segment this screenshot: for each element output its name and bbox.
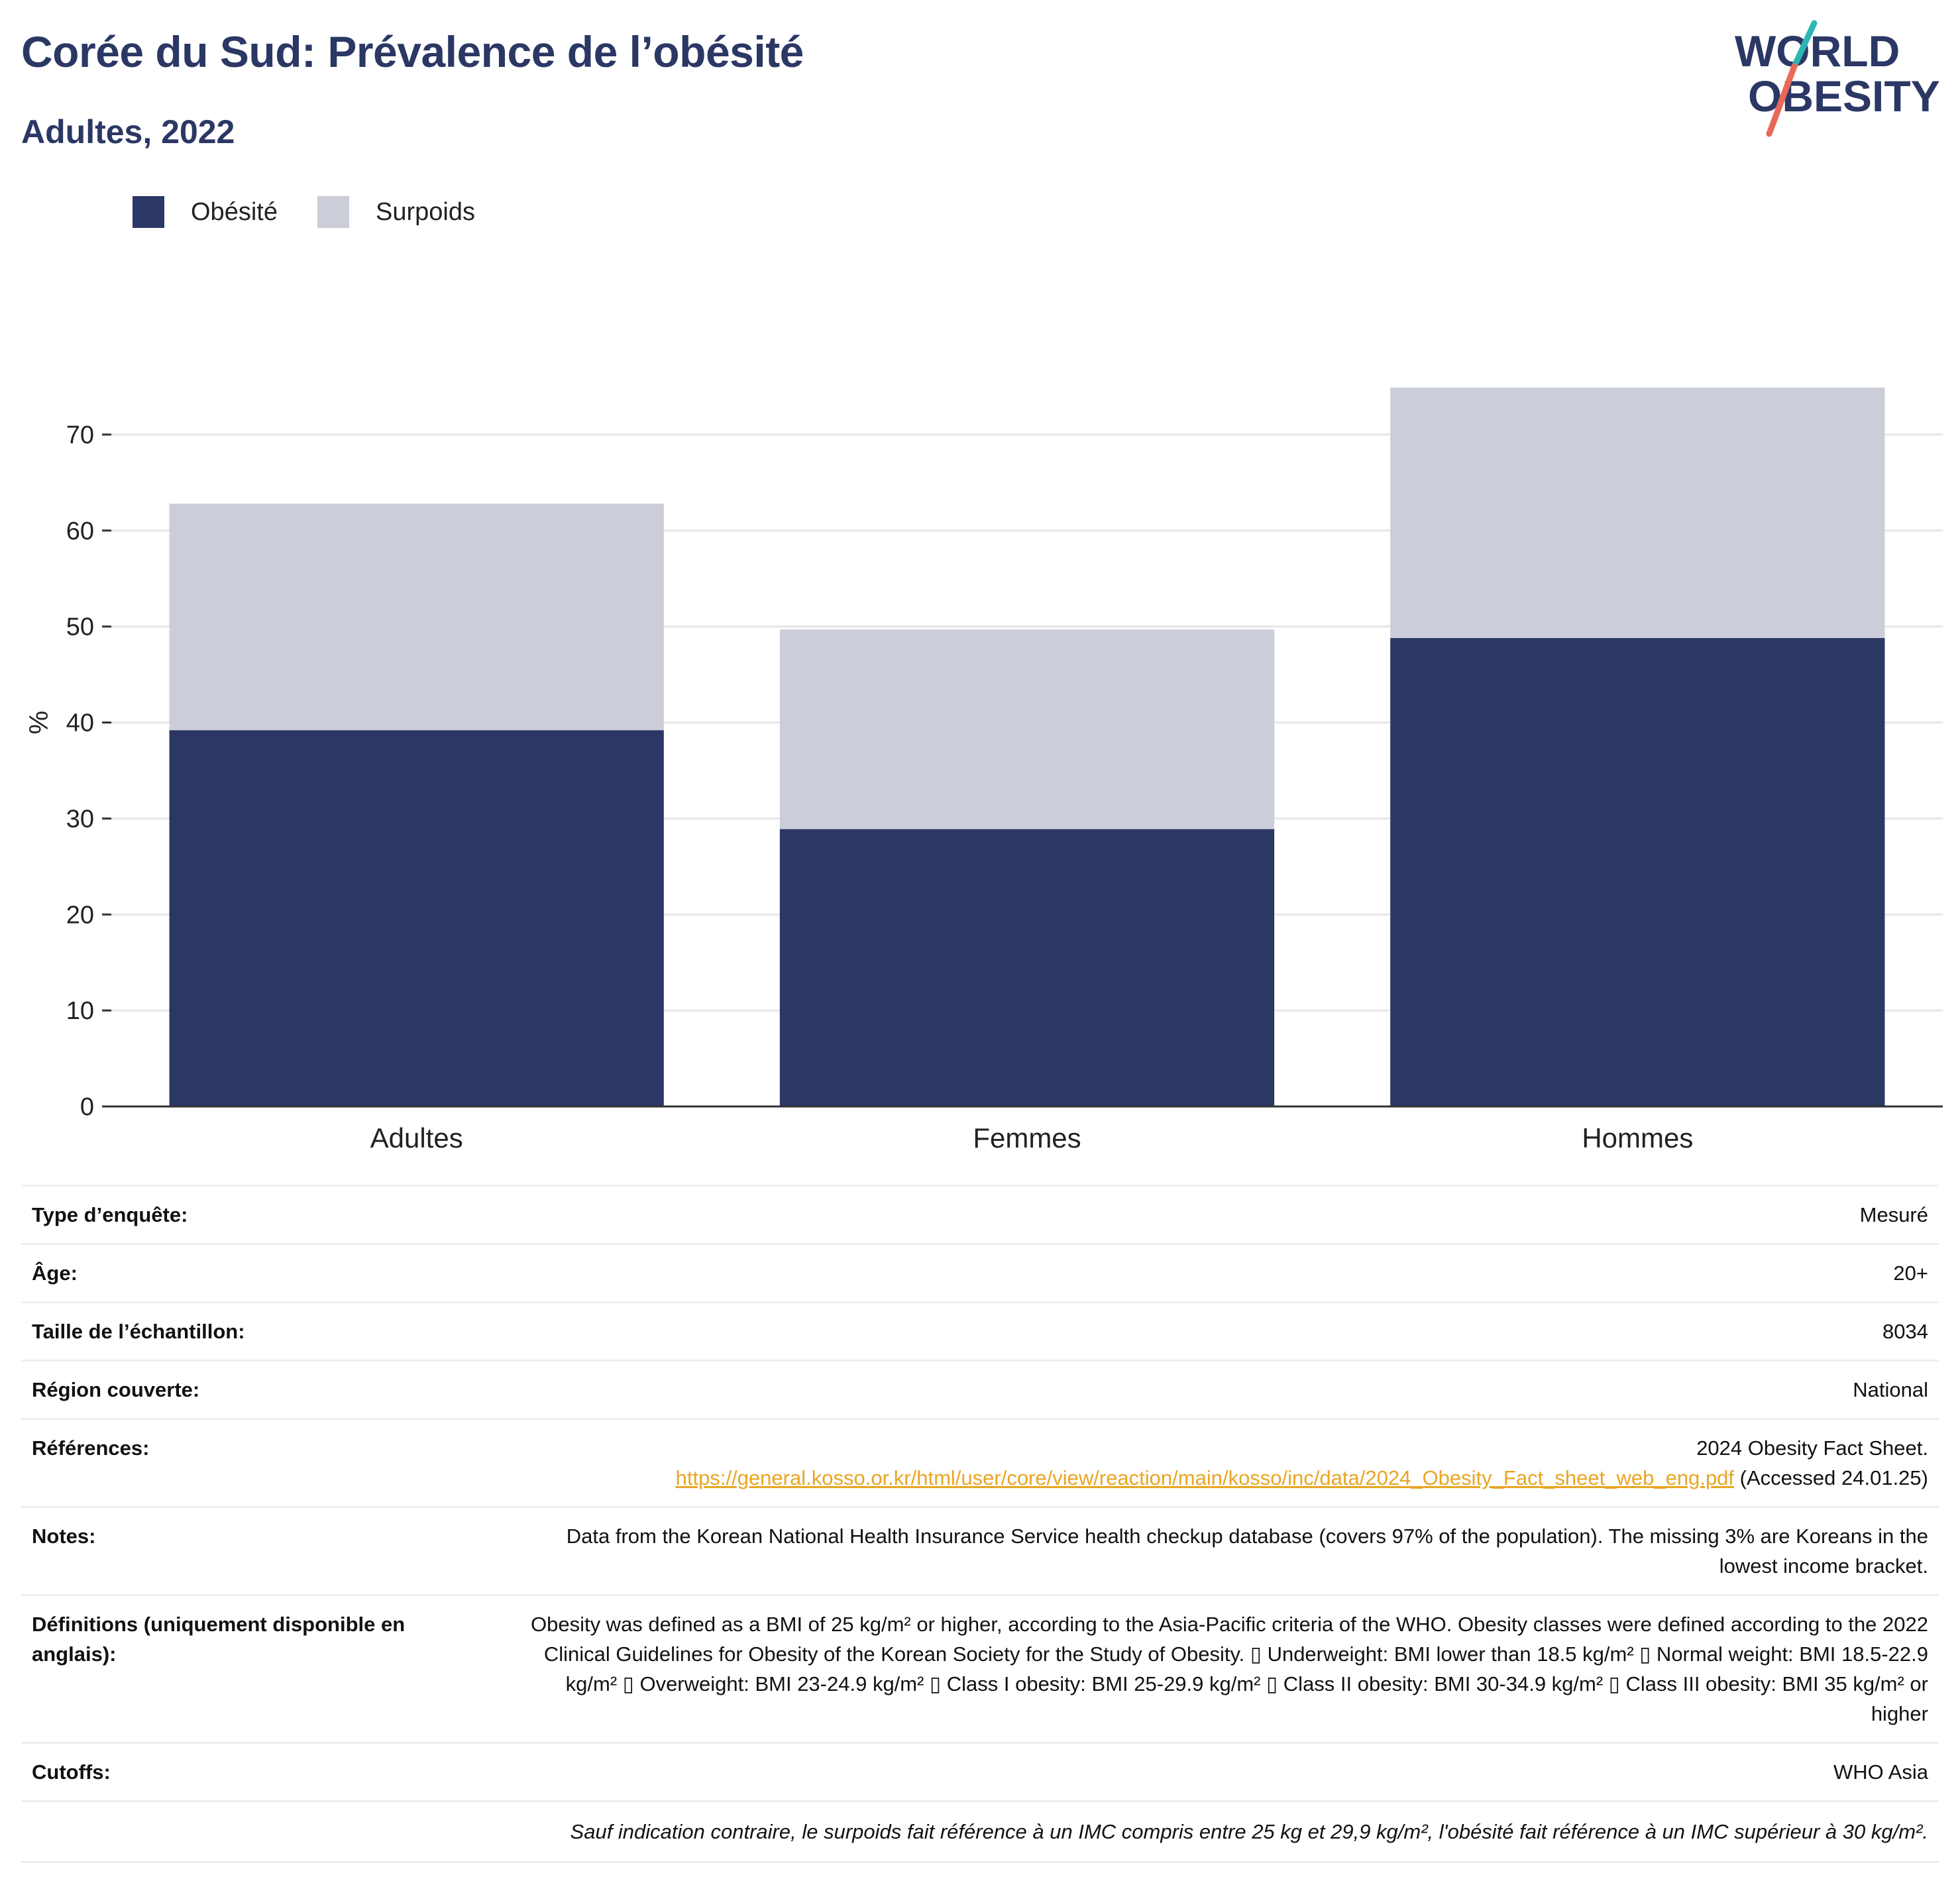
cutoffs-label: Cutoffs: xyxy=(32,1760,111,1784)
y-tick-label: 50 xyxy=(66,614,94,641)
y-tick-label: 40 xyxy=(66,710,94,737)
page-title: Corée du Sud: Prévalence de l’obésité xyxy=(21,27,804,76)
row-label: Région couverte: xyxy=(32,1378,200,1401)
bar-overweight-adultes xyxy=(169,504,664,731)
bar-obesity-adultes xyxy=(169,730,664,1106)
references-text: 2024 Obesity Fact Sheet. xyxy=(1696,1436,1928,1460)
metadata-table: Type d’enquête: Mesuré Âge: 20+ Taille d… xyxy=(21,1185,1939,1863)
world-obesity-logo: WORLD OBESITY xyxy=(1735,20,1940,137)
logo-line1: WORLD xyxy=(1735,27,1900,76)
notes-label: Notes: xyxy=(32,1525,96,1548)
legend-item-obesity: Obésité xyxy=(133,196,278,228)
legend-swatch-overweight xyxy=(317,196,349,228)
cutoffs-row: Cutoffs: WHO Asia xyxy=(21,1744,1939,1802)
y-tick-label: 60 xyxy=(66,517,94,545)
references-label: Références: xyxy=(32,1436,150,1460)
definitions-label: Définitions (uniquement disponible en an… xyxy=(32,1613,406,1666)
chart-legend: Obésité Surpoids xyxy=(133,196,515,228)
notes-value: Data from the Korean National Health Ins… xyxy=(566,1525,1928,1578)
table-row: Région couverte: National xyxy=(21,1362,1939,1420)
x-tick-label: Femmes xyxy=(973,1122,1081,1154)
definitions-row: Définitions (uniquement disponible en an… xyxy=(21,1596,1939,1744)
notes-row: Notes: Data from the Korean National Hea… xyxy=(21,1508,1939,1596)
y-tick-label: 20 xyxy=(66,901,94,929)
row-label: Âge: xyxy=(32,1262,78,1285)
references-value: 2024 Obesity Fact Sheet. https://general… xyxy=(482,1433,1928,1493)
stacked-bar-chart: 0 10 20 30 40 50 60 70% Adultes Femmes Hommes xyxy=(25,387,1943,1154)
table-row: Type d’enquête: Mesuré xyxy=(21,1187,1939,1245)
bar-obesity-femmes xyxy=(779,829,1275,1106)
row-label: Type d’enquête: xyxy=(32,1203,188,1226)
bar-overweight-femmes xyxy=(779,629,1275,830)
y-tick-label: 10 xyxy=(66,997,94,1025)
references-accessed: (Accessed 24.01.25) xyxy=(1734,1466,1928,1489)
row-value: 20+ xyxy=(1893,1262,1928,1285)
y-axis-label: % xyxy=(25,711,54,735)
row-label: Taille de l’échantillon: xyxy=(32,1320,245,1343)
row-value: Mesuré xyxy=(1859,1203,1928,1226)
legend-label-overweight: Surpoids xyxy=(375,197,475,226)
page-subtitle: Adultes, 2022 xyxy=(21,113,235,150)
row-value: 8034 xyxy=(1882,1320,1928,1343)
bar-obesity-hommes xyxy=(1390,638,1885,1106)
row-value: National xyxy=(1853,1378,1928,1401)
footnote: Sauf indication contraire, le surpoids f… xyxy=(21,1802,1939,1863)
cutoffs-value: WHO Asia xyxy=(1833,1760,1928,1784)
x-tick-label: Adultes xyxy=(370,1122,463,1154)
legend-label-obesity: Obésité xyxy=(191,197,278,226)
table-row: Âge: 20+ xyxy=(21,1245,1939,1303)
x-tick-label: Hommes xyxy=(1582,1122,1693,1154)
references-link[interactable]: https://general.kosso.or.kr/html/user/co… xyxy=(675,1466,1735,1489)
definitions-value: Obesity was defined as a BMI of 25 kg/m²… xyxy=(530,1613,1928,1725)
y-tick-label: 30 xyxy=(66,805,94,833)
legend-swatch-obesity xyxy=(133,196,164,228)
table-row: Taille de l’échantillon: 8034 xyxy=(21,1303,1939,1362)
legend-item-overweight: Surpoids xyxy=(317,196,475,228)
y-tick-label: 0 xyxy=(80,1093,94,1121)
bar-overweight-hommes xyxy=(1390,387,1885,639)
references-row: Références: 2024 Obesity Fact Sheet. htt… xyxy=(21,1420,1939,1508)
y-tick-label: 70 xyxy=(66,421,94,449)
